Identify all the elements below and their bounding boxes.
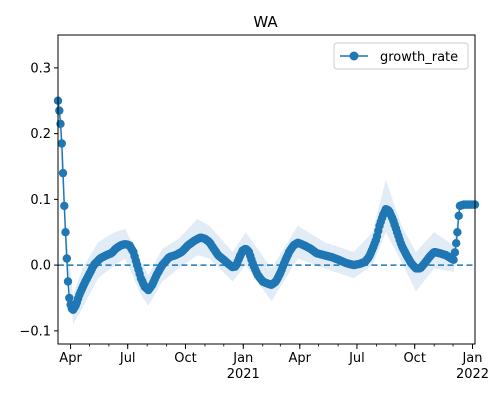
x-tick-label: Oct xyxy=(403,351,425,366)
y-tick-label: −0.1 xyxy=(19,324,51,339)
y-tick-label: 0.2 xyxy=(30,127,51,142)
data-point xyxy=(450,248,460,257)
x-tick-year-label: 2022 xyxy=(456,367,489,382)
x-tick-label: Jul xyxy=(119,351,136,366)
data-point xyxy=(61,228,70,237)
legend-entry: growth_rate xyxy=(380,50,458,65)
data-point xyxy=(55,106,64,115)
data-point xyxy=(65,293,74,303)
x-tick-label: Jul xyxy=(348,351,365,366)
data-point xyxy=(452,239,461,248)
chart-title: WA xyxy=(253,13,278,31)
data-point xyxy=(454,211,463,220)
data-point xyxy=(63,277,73,286)
y-tick-label: 0.3 xyxy=(30,61,51,76)
data-point xyxy=(57,139,66,148)
legend-dot-marker xyxy=(349,51,359,61)
uncertainty-band xyxy=(58,94,475,325)
data-point xyxy=(60,201,69,211)
legend: growth_rate xyxy=(333,42,469,70)
data-point xyxy=(453,228,462,237)
y-tick-label: 0.1 xyxy=(30,193,51,208)
data-point xyxy=(62,254,71,263)
axes-frame xyxy=(57,34,476,345)
y-tick-label: 0.0 xyxy=(30,259,51,274)
data-point xyxy=(449,255,458,264)
x-tick-year-label: 2021 xyxy=(227,367,260,382)
x-tick-label: Jan xyxy=(461,351,482,366)
data-point xyxy=(58,168,68,178)
x-tick-label: Jan xyxy=(232,351,253,366)
legend-box xyxy=(333,42,469,70)
x-tick-label: Apr xyxy=(289,351,312,366)
x-tick-label: Apr xyxy=(59,351,82,366)
x-tick-label: Oct xyxy=(174,351,196,366)
